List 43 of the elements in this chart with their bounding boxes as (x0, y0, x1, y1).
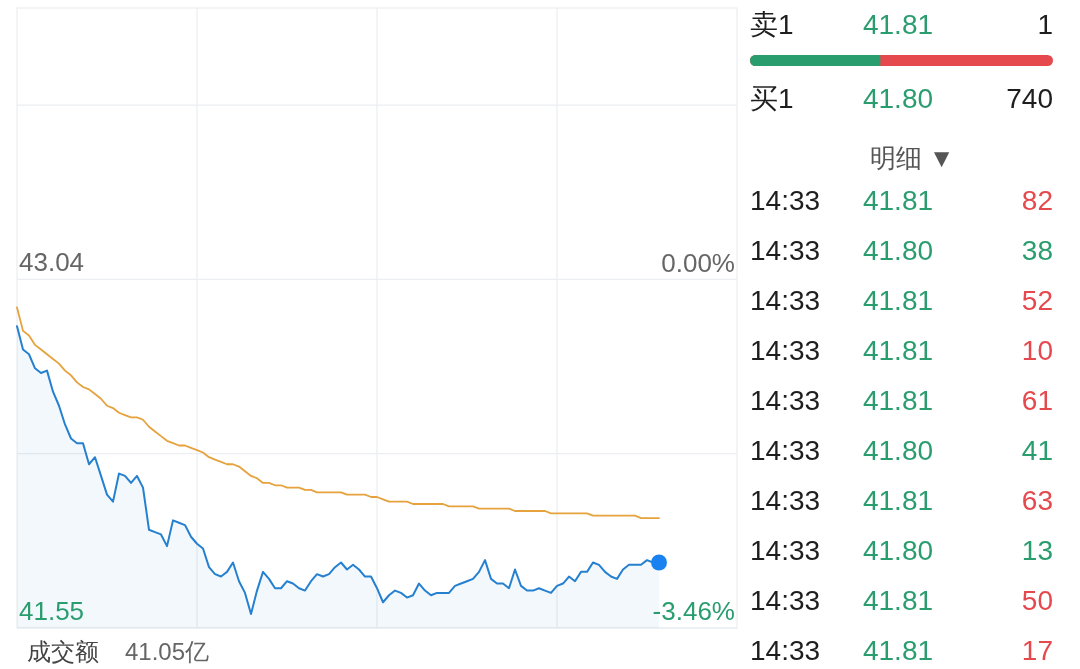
trade-volume: 10 (1021, 335, 1053, 366)
trade-time: 14:33 (750, 335, 821, 366)
trade-time: 14:33 (750, 235, 821, 266)
y-tick-label: 41.55 (19, 596, 85, 626)
trade-volume: 82 (1021, 185, 1053, 216)
trade-price: 41.81 (862, 335, 934, 366)
trade-volume: 13 (1021, 535, 1053, 566)
trade-volume: 61 (1021, 385, 1053, 416)
card-header: 明细 ▼ (869, 143, 955, 173)
trade-volume: 17 (1021, 635, 1053, 666)
trade-price: 41.80 (862, 435, 934, 466)
trade-time: 14:33 (750, 385, 821, 416)
y2-tick-label: 0.00% (661, 247, 735, 278)
y2-tick-label: -3.46% (652, 596, 735, 626)
trade-price: 41.81 (862, 285, 934, 316)
trade-price: 41.81 (862, 635, 934, 666)
trade-volume: 50 (1021, 585, 1053, 616)
y-tick-label: 43.04 (19, 247, 85, 278)
quote-volume: 740 (1006, 83, 1053, 114)
trade-volume: 63 (1021, 485, 1053, 516)
annotation: 41.05亿 (125, 638, 210, 665)
trade-time: 14:33 (750, 485, 821, 516)
trade-time: 14:33 (750, 185, 821, 216)
quote-label: 卖1 (750, 9, 794, 40)
trade-price: 41.80 (862, 235, 934, 266)
quote-price: 41.80 (862, 83, 934, 114)
trade-volume: 52 (1021, 285, 1053, 316)
trade-time: 14:33 (750, 535, 821, 566)
quote-price: 41.81 (862, 9, 934, 40)
quote-label: 买1 (750, 83, 794, 114)
quote-volume: 1 (1037, 9, 1053, 40)
trade-time: 14:33 (750, 585, 821, 616)
trade-price: 41.80 (862, 535, 934, 566)
trade-time: 14:33 (750, 635, 821, 666)
annotation: 成交额 (27, 638, 99, 665)
trade-price: 41.81 (862, 585, 934, 616)
trade-time: 14:33 (750, 435, 821, 466)
trade-time: 14:33 (750, 285, 821, 316)
trade-price: 41.81 (862, 185, 934, 216)
trade-price: 41.81 (862, 485, 934, 516)
trade-volume: 41 (1021, 435, 1053, 466)
trade-volume: 38 (1021, 235, 1053, 266)
trade-price: 41.81 (862, 385, 934, 416)
